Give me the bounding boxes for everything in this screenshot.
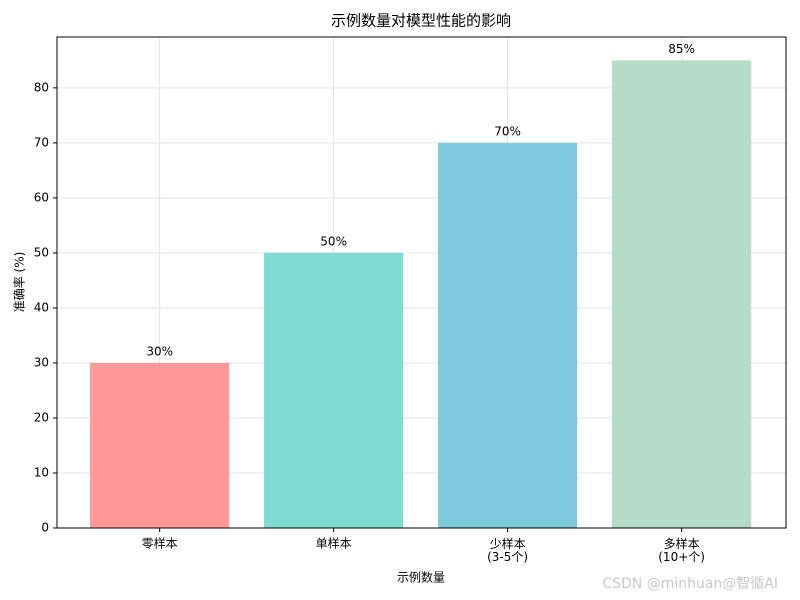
x-tick-label: 少样本(3-5个) <box>487 536 528 564</box>
plot-frame <box>56 36 787 529</box>
watermark: CSDN @minhuan@智循AI <box>602 576 778 592</box>
x-axis-label: 示例数量 <box>397 570 445 585</box>
data-label: 30% <box>146 344 173 358</box>
x-tick-label: 多样本(10+个) <box>658 536 705 564</box>
y-tick-label: 0 <box>41 521 49 535</box>
y-tick-label: 50 <box>34 245 49 259</box>
y-tick-label: 30 <box>34 355 49 369</box>
bar <box>90 362 230 528</box>
x-tick-label: 零样本 <box>142 536 178 551</box>
chart-title: 示例数量对模型性能的影响 <box>331 12 511 30</box>
y-tick-label: 40 <box>34 300 49 314</box>
y-tick-label: 20 <box>34 410 49 424</box>
data-label: 85% <box>668 42 695 56</box>
bar <box>264 252 404 528</box>
y-tick-label: 60 <box>34 190 49 204</box>
data-label: 50% <box>320 234 347 248</box>
y-tick-label: 80 <box>34 80 49 94</box>
bar <box>612 60 752 528</box>
y-tick-label: 10 <box>34 465 49 479</box>
bar <box>438 142 578 528</box>
x-tick-label: 单样本 <box>316 536 352 551</box>
y-tick-label: 70 <box>34 135 49 149</box>
data-label: 70% <box>494 124 521 138</box>
y-axis-label: 准确率 (%) <box>12 252 27 313</box>
